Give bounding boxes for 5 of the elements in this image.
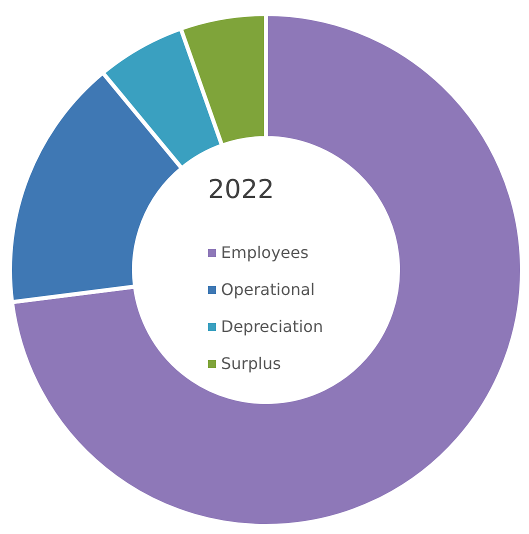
legend-label: Employees bbox=[221, 243, 309, 262]
text: 2022 bbox=[208, 175, 274, 205]
legend-label: Depreciation bbox=[221, 317, 324, 336]
legend-label: Surplus bbox=[221, 354, 281, 373]
legend-label: Operational bbox=[221, 280, 315, 299]
